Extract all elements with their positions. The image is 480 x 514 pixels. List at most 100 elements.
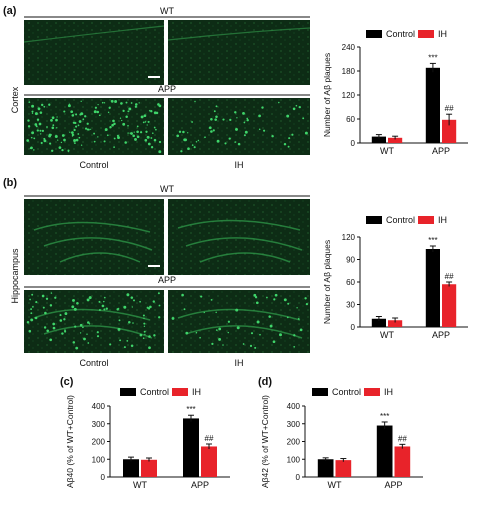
- plaque-dot: [75, 138, 79, 142]
- plaque-dot: [75, 125, 78, 128]
- plaque-dot: [49, 338, 53, 342]
- bar-control-wt: [371, 318, 386, 327]
- plaque-dot: [263, 129, 266, 132]
- y-axis-label: Aβ40 (% of WT+Control): [65, 395, 75, 488]
- plaque-dot: [212, 129, 215, 132]
- plaque-dot: [293, 334, 296, 337]
- plaque-dot: [38, 122, 42, 126]
- y-tick-label: 120: [342, 91, 356, 100]
- y-tick-label: 400: [92, 402, 106, 411]
- plaque-dot: [101, 101, 104, 104]
- plaque-dot: [61, 332, 64, 335]
- plaque-dot: [61, 134, 65, 137]
- plaque-dot: [76, 302, 79, 305]
- plaque-dot: [72, 298, 75, 302]
- plaque-dot: [33, 137, 36, 140]
- x-tick-label: WT: [328, 480, 342, 490]
- plaque-dot: [228, 137, 231, 140]
- y-tick-label: 200: [92, 438, 106, 447]
- plaque-dot: [215, 115, 218, 119]
- plaque-dot: [127, 110, 130, 113]
- plaque-dot: [93, 110, 97, 114]
- plaque-dot: [158, 304, 161, 307]
- plaque-dot: [296, 307, 298, 309]
- scale-bar: [148, 265, 160, 267]
- y-tick-label: 120: [342, 233, 356, 242]
- plaque-dot: [153, 126, 156, 129]
- plaque-dot: [56, 116, 58, 118]
- plaque-dot: [50, 292, 53, 294]
- plaque-dot: [143, 322, 146, 325]
- plaque-dot: [152, 300, 155, 303]
- plaque-dot: [210, 298, 213, 301]
- plaque-dot: [26, 139, 30, 142]
- plaque-dot: [304, 131, 308, 135]
- plaque-dot: [130, 296, 134, 299]
- plaque-dot: [134, 105, 138, 108]
- plaque-dot: [109, 125, 112, 129]
- plaque-dot: [128, 321, 131, 324]
- plaque-dot: [273, 298, 276, 301]
- significance-marker: ***: [428, 53, 437, 62]
- panel-a-bottom-group: APP: [158, 84, 176, 94]
- plaque-dot: [43, 139, 47, 143]
- plaque-dot: [41, 294, 45, 298]
- significance-marker: ##: [445, 104, 454, 113]
- plaque-dot: [52, 322, 56, 326]
- plaque-dot: [34, 123, 38, 126]
- bar-ih-app: [394, 446, 411, 477]
- plaque-dot: [124, 141, 127, 144]
- legend-label-ih: IH: [438, 215, 447, 225]
- plaque-dot: [139, 300, 141, 303]
- plaque-dot: [33, 149, 35, 151]
- plaque-dot: [134, 137, 137, 141]
- plaque-dot: [69, 131, 71, 133]
- bar-control-app: [425, 67, 440, 143]
- plaque-dot: [112, 119, 115, 123]
- plaque-dot: [250, 332, 254, 335]
- plaque-dot: [193, 146, 196, 149]
- plaque-dot: [208, 126, 212, 130]
- plaque-dot: [36, 118, 40, 121]
- plaque-dot: [143, 114, 147, 118]
- plaque-dot: [39, 133, 42, 135]
- plaque-dot: [123, 305, 127, 309]
- plaque-dot: [148, 335, 151, 338]
- plaque-dot: [71, 114, 75, 117]
- plaque-dot: [271, 134, 274, 138]
- plaque-dot: [210, 130, 213, 133]
- y-tick-label: 400: [287, 402, 301, 411]
- plaque-dot: [142, 121, 145, 124]
- plaque-dot: [278, 101, 280, 104]
- plaque-dot: [39, 111, 43, 114]
- plaque-dot: [43, 105, 46, 108]
- plaque-dot: [43, 137, 46, 140]
- plaque-dot: [287, 302, 290, 305]
- y-tick-label: 0: [296, 473, 301, 482]
- legend-label-ih: IH: [192, 387, 201, 397]
- plaque-dot: [118, 307, 120, 310]
- panel-a-wt-control-image: [23, 20, 165, 85]
- plaque-dot: [125, 115, 128, 118]
- plaque-dot: [298, 105, 301, 109]
- y-tick-label: 180: [342, 67, 356, 76]
- plaque-dot: [145, 130, 148, 133]
- plaque-dot: [73, 307, 77, 311]
- plaque-dot: [39, 129, 42, 132]
- plaque-dot: [98, 309, 101, 311]
- plaque-dot: [246, 117, 249, 120]
- plaque-dot: [105, 307, 108, 310]
- plaque-dot: [183, 138, 187, 142]
- plaque-dot: [52, 326, 56, 330]
- plaque-dot: [210, 118, 213, 121]
- plaque-dot: [78, 120, 82, 123]
- plaque-dot: [302, 117, 305, 120]
- panel-b-app-ih-image: [168, 290, 310, 353]
- plaque-dot: [51, 126, 55, 130]
- legend-label-control: Control: [332, 387, 361, 397]
- plaque-dot: [106, 134, 109, 137]
- plaque-dot: [45, 297, 49, 300]
- plaque-dot: [136, 135, 140, 139]
- plaque-dot: [235, 127, 238, 131]
- plaque-dot: [117, 327, 121, 331]
